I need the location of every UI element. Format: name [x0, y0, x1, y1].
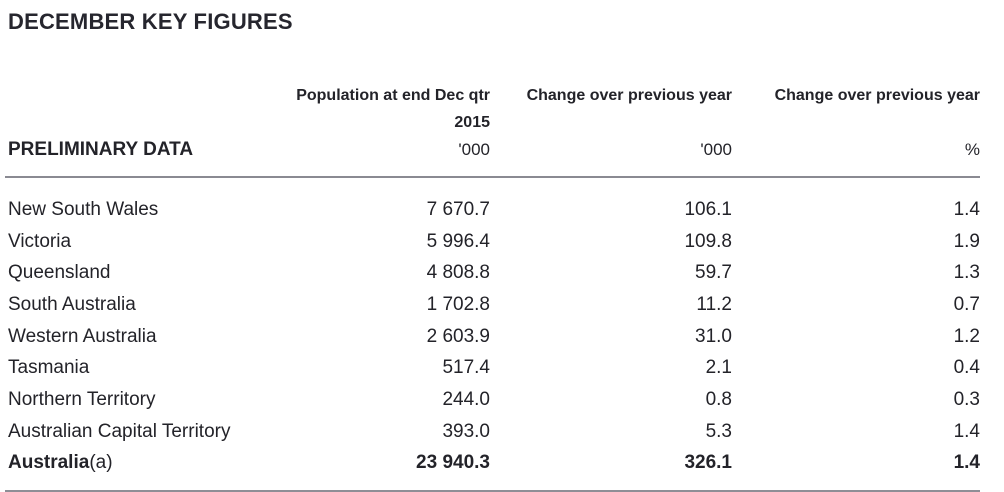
table-row-nt: Northern Territory 244.0 0.8 0.3 — [8, 384, 980, 416]
population-value: 5 996.4 — [426, 230, 490, 252]
unit-change-pct: % — [964, 140, 980, 159]
row-label: New South Wales — [8, 198, 159, 220]
footnote-marker: (a) — [89, 452, 113, 474]
table-row-tas: Tasmania 517.4 2.1 0.4 — [8, 352, 980, 384]
column-header-change: Change over previous year — [526, 87, 732, 104]
row-label: Tasmania — [8, 357, 90, 379]
row-label: Western Australia — [8, 325, 157, 347]
unit-population: '000 — [458, 140, 490, 159]
change-value: 11.2 — [696, 293, 732, 315]
change-value: 5.3 — [705, 420, 732, 442]
change-pct-value: 0.7 — [953, 293, 980, 315]
change-value: 109.8 — [684, 230, 732, 252]
preliminary-data-label: PRELIMINARY DATA — [8, 139, 194, 160]
change-pct-value: 1.2 — [953, 325, 980, 347]
population-value: 1 702.8 — [426, 293, 490, 315]
table-row-sa: South Australia 1 702.8 11.2 0.7 — [8, 289, 980, 321]
population-value: 7 670.7 — [426, 198, 490, 220]
column-header-population: Population at end Dec qtr 2015 — [296, 87, 490, 131]
change-pct-value: 1.4 — [953, 198, 980, 220]
row-label: Australia(a) — [8, 452, 260, 474]
change-value: 326.1 — [684, 452, 732, 474]
table-row-nsw: New South Wales 7 670.7 106.1 1.4 — [8, 194, 980, 226]
table-row-vic: Victoria 5 996.4 109.8 1.9 — [8, 226, 980, 258]
change-pct-value: 1.4 — [953, 420, 980, 442]
row-label: Victoria — [8, 230, 72, 252]
table-row-act: Australian Capital Territory 393.0 5.3 1… — [8, 416, 980, 448]
change-pct-value: 1.9 — [953, 230, 980, 252]
change-pct-value: 0.3 — [953, 388, 980, 410]
total-label: Australia — [8, 452, 90, 474]
unit-change: '000 — [700, 140, 732, 159]
change-value: 106.1 — [684, 198, 732, 220]
change-value: 59.7 — [695, 262, 732, 284]
header-spacer — [8, 82, 260, 136]
key-figures-table: Population at end Dec qtr 2015 Change ov… — [5, 82, 983, 492]
table-header-row: Population at end Dec qtr 2015 Change ov… — [8, 82, 980, 136]
row-label: Australian Capital Territory — [8, 420, 231, 442]
population-value: 393.0 — [442, 420, 490, 442]
change-pct-value: 1.4 — [953, 452, 980, 474]
population-value: 4 808.8 — [426, 262, 490, 284]
change-value: 0.8 — [705, 388, 732, 410]
table-row-qld: Queensland 4 808.8 59.7 1.3 — [8, 257, 980, 289]
population-value: 2 603.9 — [426, 325, 490, 347]
table-body: New South Wales 7 670.7 106.1 1.4 Victor… — [8, 194, 983, 479]
row-label: South Australia — [8, 293, 136, 315]
change-value: 2.1 — [705, 357, 732, 379]
table-row-australia-total: Australia(a) 23 940.3 326.1 1.4 — [8, 448, 980, 480]
column-header-change-pct: Change over previous year — [774, 87, 980, 104]
row-label: Queensland — [8, 262, 111, 284]
table-row-wa: Western Australia 2 603.9 31.0 1.2 — [8, 321, 980, 353]
page-title: DECEMBER KEY FIGURES — [8, 9, 293, 34]
change-pct-value: 0.4 — [953, 357, 980, 379]
population-value: 517.4 — [442, 357, 490, 379]
population-value: 244.0 — [442, 388, 490, 410]
population-value: 23 940.3 — [416, 452, 490, 474]
change-value: 31.0 — [695, 325, 732, 347]
change-pct-value: 1.3 — [953, 262, 980, 284]
table-units-row: PRELIMINARY DATA '000 '000 % — [8, 136, 980, 163]
header-divider-rule — [5, 176, 980, 178]
row-label: Northern Territory — [8, 388, 156, 410]
page: DECEMBER KEY FIGURES Population at end D… — [5, 9, 983, 492]
